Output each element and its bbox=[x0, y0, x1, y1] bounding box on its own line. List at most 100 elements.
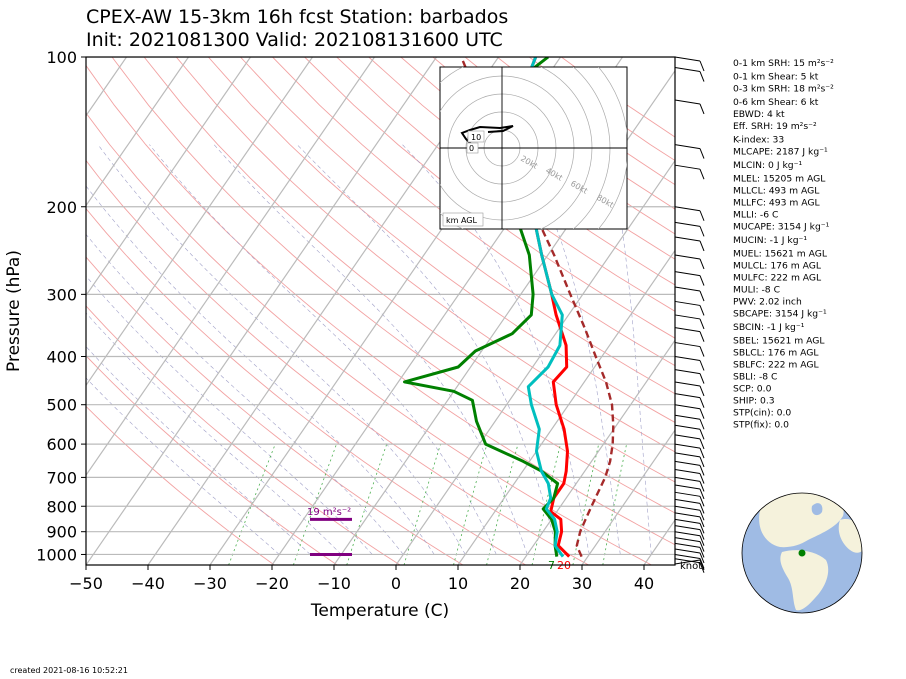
wind-barb-staff bbox=[675, 145, 700, 149]
wind-barb-staff bbox=[675, 513, 700, 517]
wind-barb-staff bbox=[675, 394, 700, 398]
wind-barb-staff bbox=[675, 485, 700, 489]
index-line: SBEL: 15621 m AGL bbox=[733, 336, 825, 347]
x-tick-label: 20 bbox=[510, 574, 530, 593]
x-axis-label: Temperature (C) bbox=[310, 601, 449, 621]
wind-barb-flag bbox=[700, 374, 704, 384]
moist-adiabat bbox=[21, 145, 403, 555]
wind-barb-flag bbox=[700, 398, 704, 408]
isotherm-line bbox=[0, 57, 189, 565]
chart-title-line1: CPEX-AW 15-3km 16h fcst Station: barbado… bbox=[86, 6, 508, 28]
wind-barb-flag bbox=[700, 361, 704, 371]
wind-barb-flag bbox=[700, 386, 704, 396]
wind-barb-flag bbox=[700, 429, 704, 439]
x-tick-label: −40 bbox=[131, 574, 165, 593]
wind-barb-staff bbox=[675, 470, 700, 474]
y-tick-label: 600 bbox=[46, 435, 77, 454]
wind-barb-staff bbox=[675, 499, 700, 503]
index-line: MLLI: -6 C bbox=[733, 210, 778, 221]
index-line: MULCL: 176 m AGL bbox=[733, 261, 822, 272]
x-tick-label: −20 bbox=[255, 574, 289, 593]
wind-barbs bbox=[675, 57, 704, 573]
wind-barb-flag bbox=[700, 319, 704, 329]
dry-adiabat bbox=[0, 57, 337, 565]
index-line: MUCAPE: 3154 J kg⁻¹ bbox=[733, 222, 830, 233]
index-line: STP(fix): 0.0 bbox=[733, 420, 789, 431]
y-tick-label: 200 bbox=[46, 198, 77, 217]
wind-barb-staff bbox=[675, 549, 700, 553]
wind-barb-flag bbox=[700, 169, 704, 179]
mixing-ratio-line bbox=[404, 444, 441, 565]
wind-barb-staff bbox=[675, 370, 700, 374]
wind-barb-flag bbox=[700, 226, 704, 236]
index-line: K-index: 33 bbox=[733, 135, 784, 146]
wind-barb-staff bbox=[675, 100, 700, 104]
x-tick-label: 10 bbox=[448, 574, 468, 593]
y-tick-label: 1000 bbox=[36, 545, 77, 564]
index-line: 0-1 km SRH: 15 m²s⁻² bbox=[733, 58, 834, 69]
wind-barb-staff bbox=[675, 287, 700, 291]
index-line: MLLCL: 493 m AGL bbox=[733, 186, 820, 197]
wind-barb-staff bbox=[675, 405, 700, 409]
isotherm-line bbox=[24, 57, 375, 565]
wind-barb-staff bbox=[675, 301, 700, 305]
wind-barb-flag bbox=[700, 448, 704, 458]
wind-barb-flag bbox=[700, 347, 704, 357]
y-tick-label: 300 bbox=[46, 285, 77, 304]
wind-barb-staff bbox=[675, 328, 700, 332]
hodograph-inset: 20kt 40kt 60kt 80kt 10 0 km AGL bbox=[376, 22, 628, 274]
wind-barb-flag bbox=[700, 241, 704, 251]
y-tick-label: 400 bbox=[46, 348, 77, 367]
index-line: SBCIN: -1 J kg⁻¹ bbox=[733, 322, 805, 333]
isotherm-line bbox=[0, 57, 3, 565]
wind-barb-staff bbox=[675, 68, 700, 72]
wind-barb-staff bbox=[675, 222, 700, 226]
wind-barb-staff bbox=[675, 357, 700, 361]
srh-bars bbox=[310, 519, 352, 554]
index-line: 0-3 km SRH: 18 m²s⁻² bbox=[733, 84, 834, 95]
index-line: MUEL: 15621 m AGL bbox=[733, 249, 828, 260]
wind-barb-flag bbox=[700, 104, 704, 114]
index-line: EBWD: 4 kt bbox=[733, 109, 785, 120]
y-tick-label: 700 bbox=[46, 468, 77, 487]
mixing-ratio-line bbox=[347, 444, 387, 565]
x-tick-label: 40 bbox=[634, 574, 654, 593]
index-line: MLLFC: 493 m AGL bbox=[733, 198, 820, 209]
wind-barb-staff bbox=[675, 492, 700, 496]
wind-barb-flag bbox=[700, 149, 704, 159]
mixing-ratio-line bbox=[293, 444, 336, 565]
wind-barb-staff bbox=[675, 165, 700, 169]
isotherm-line bbox=[0, 57, 313, 565]
wind-barb-staff bbox=[675, 435, 700, 439]
wind-barb-staff bbox=[675, 207, 700, 211]
isotherm-line bbox=[0, 57, 251, 565]
wind-barb-staff bbox=[675, 526, 700, 530]
index-line: 0-6 km Shear: 6 kt bbox=[733, 97, 819, 108]
index-line: SBLI: -8 C bbox=[733, 372, 777, 383]
index-line: MULI: -8 C bbox=[733, 285, 780, 296]
index-line: MULFC: 222 m AGL bbox=[733, 273, 822, 284]
wind-barb-staff bbox=[675, 425, 700, 429]
wind-barb-flag bbox=[700, 291, 704, 301]
y-tick-label: 100 bbox=[46, 48, 77, 67]
hodo-height-label-10: 10 bbox=[471, 133, 481, 142]
hodo-unit-label: km AGL bbox=[446, 216, 478, 225]
wind-barb-flag bbox=[700, 305, 704, 315]
mixing-ratio-line bbox=[487, 444, 518, 565]
wind-barb-staff bbox=[675, 272, 700, 276]
wind-barb-staff bbox=[675, 382, 700, 386]
x-tick-label: −30 bbox=[193, 574, 227, 593]
y-tick-label: 500 bbox=[46, 396, 77, 415]
x-tick-label: 30 bbox=[572, 574, 592, 593]
wind-barb-flag bbox=[700, 457, 704, 467]
location-globe bbox=[742, 493, 866, 613]
sounding-indices: 0-1 km SRH: 15 m²s⁻²0-1 km Shear: 5 kt0-… bbox=[733, 58, 834, 431]
wind-barb-staff bbox=[675, 477, 700, 481]
index-line: Eff. SRH: 19 m²s⁻² bbox=[733, 121, 817, 132]
index-line: PWV: 2.02 inch bbox=[733, 297, 802, 308]
x-tick-label: −10 bbox=[317, 574, 351, 593]
wind-barb-flag bbox=[700, 72, 704, 82]
index-line: MLEL: 15205 m AGL bbox=[733, 174, 826, 185]
